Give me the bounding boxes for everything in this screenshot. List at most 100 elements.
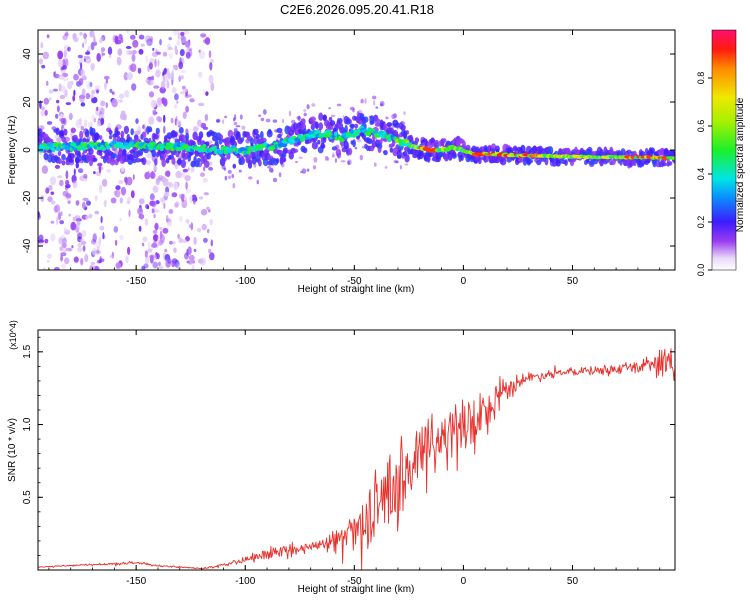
ridge-halo [386, 122, 393, 127]
ridge-halo [258, 159, 262, 167]
noise-speckle [148, 61, 153, 70]
ridge-halo [152, 133, 159, 140]
noise-speckle [62, 65, 67, 70]
noise-speckle [145, 255, 150, 264]
noise-speckle [70, 221, 77, 231]
ridge-halo [99, 151, 103, 157]
noise-speckle [223, 167, 227, 171]
noise-speckle [108, 54, 112, 58]
noise-speckle [303, 109, 307, 112]
noise-speckle [80, 62, 83, 70]
ridge-halo [198, 131, 204, 139]
ridge-halo [383, 150, 388, 156]
noise-speckle [164, 170, 171, 177]
noise-speckle [82, 245, 86, 252]
noise-speckle [175, 170, 182, 179]
noise-speckle [171, 260, 176, 268]
snr-series-line [38, 348, 675, 570]
noise-speckle [111, 91, 115, 95]
noise-speckle [160, 80, 166, 90]
noise-speckle [77, 168, 84, 174]
ridge-core [219, 149, 223, 155]
noise-speckle [77, 54, 83, 59]
noise-speckle [81, 88, 86, 97]
ridge-halo [335, 148, 342, 157]
ridge-halo [396, 149, 402, 159]
noise-speckle [394, 160, 399, 164]
ridge-halo [292, 148, 299, 153]
noise-speckle [38, 58, 44, 65]
noise-speckle [144, 218, 149, 226]
noise-speckle [142, 124, 145, 129]
noise-speckle [59, 179, 64, 187]
noise-speckle [347, 160, 350, 165]
noise-speckle [165, 215, 169, 223]
ridge-halo [300, 118, 306, 125]
ridge-halo [166, 132, 173, 140]
noise-speckle [208, 166, 214, 171]
noise-speckle [77, 242, 82, 248]
ridge-halo [57, 158, 62, 164]
noise-speckle [132, 174, 135, 181]
ridge-halo [451, 151, 457, 158]
noise-speckle [169, 240, 173, 245]
ridge-halo [314, 121, 319, 129]
noise-speckle [73, 168, 76, 176]
noise-speckle [403, 111, 406, 115]
noise-speckle [153, 234, 159, 242]
noise-speckle [171, 192, 178, 198]
ridge-halo [187, 154, 191, 162]
noise-speckle [73, 73, 79, 81]
noise-speckle [42, 51, 49, 60]
noise-speckle [138, 48, 144, 55]
ridge-halo [161, 153, 167, 158]
noise-speckle [65, 58, 69, 67]
noise-speckle [149, 193, 155, 201]
noise-speckle [150, 75, 154, 81]
ridge-halo [92, 157, 98, 162]
noise-speckle [79, 32, 83, 36]
noise-speckle [97, 246, 100, 251]
ridge-halo [161, 158, 166, 168]
noise-speckle [188, 260, 193, 265]
ridge-core [298, 134, 303, 139]
noise-speckle [94, 210, 100, 215]
ridge-halo [477, 156, 482, 165]
noise-speckle [72, 216, 76, 222]
ridge-halo [544, 157, 549, 166]
ridge-core [314, 129, 321, 135]
noise-speckle [375, 136, 378, 141]
noise-speckle [68, 213, 72, 217]
noise-speckle [65, 247, 72, 252]
noise-speckle [148, 91, 155, 98]
ridge-halo [71, 153, 76, 159]
noise-speckle [210, 239, 213, 247]
noise-speckle [60, 255, 63, 262]
noise-speckle [203, 166, 206, 172]
ridge-halo [275, 158, 280, 164]
noise-speckle [65, 102, 72, 106]
ridge-halo [206, 153, 211, 160]
noise-speckle [185, 181, 188, 190]
x-tick-label: -100 [235, 576, 255, 587]
noise-speckle [50, 220, 55, 224]
noise-speckle [83, 55, 91, 60]
noise-speckle [148, 116, 155, 125]
noise-speckle [130, 63, 137, 73]
x-tick-label: 0 [461, 276, 467, 287]
noise-speckle [174, 104, 178, 109]
noise-speckle [191, 259, 196, 264]
colorbar-ticks: 0.0 0.2 0.4 0.6 0.8 [696, 72, 712, 276]
noise-speckle [167, 46, 173, 51]
noise-speckle [161, 97, 166, 105]
noise-speckle [154, 222, 159, 231]
noise-speckle [173, 181, 179, 191]
noise-speckle [57, 59, 63, 68]
noise-speckle [38, 239, 44, 244]
noise-speckle [167, 181, 173, 187]
noise-speckle [128, 50, 134, 55]
snr-ylabel: SNR (10 * v/v) [7, 418, 18, 482]
noise-speckle [147, 170, 150, 176]
ridge-halo [173, 131, 178, 137]
noise-speckle [50, 233, 56, 242]
